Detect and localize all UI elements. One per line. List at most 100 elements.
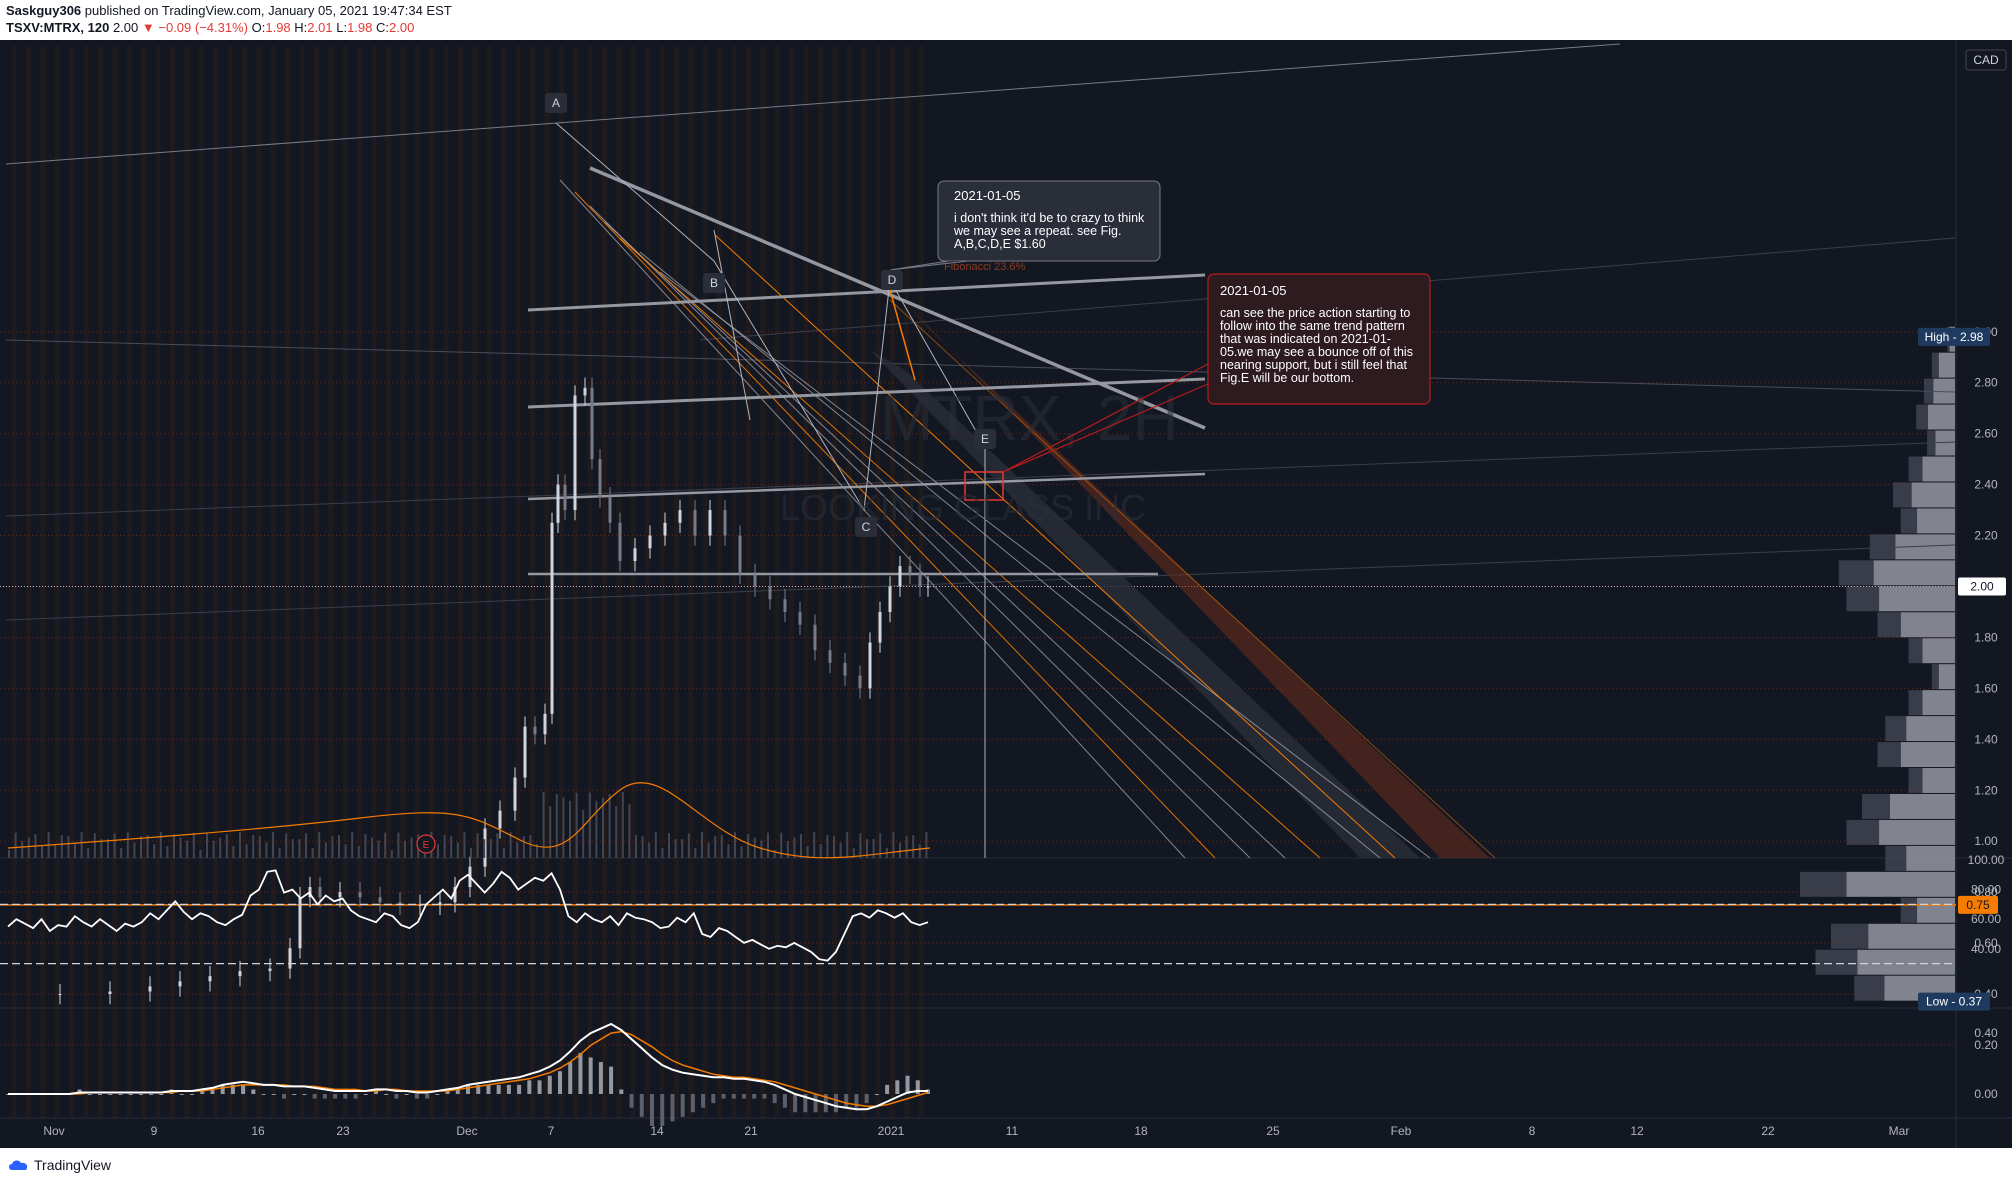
volume-bar <box>404 840 406 858</box>
macd-histogram-bar <box>271 1094 276 1095</box>
candle-body <box>108 991 112 995</box>
macd-histogram-bar <box>455 1089 460 1094</box>
volume-bar <box>918 844 921 858</box>
volume-profile-bar <box>1911 482 1955 508</box>
macd-histogram-bar <box>179 1094 184 1095</box>
volume-bar <box>120 848 123 858</box>
pattern-label-box <box>855 517 877 537</box>
volume-bar <box>536 844 538 858</box>
volume-bar <box>701 832 703 858</box>
volume-bar <box>324 842 327 858</box>
symbol-line: TSXV:MTRX, 120 2.00 ▼ −0.09 (−4.31%) O:1… <box>6 20 414 35</box>
macd-histogram-bar <box>619 1089 624 1094</box>
macd-line <box>8 1022 928 1111</box>
footer-bar: TradingView <box>0 1148 2012 1184</box>
publish-info: published on TradingView.com, January 05… <box>84 3 452 18</box>
candle-body <box>238 971 242 977</box>
price-badge-text: 2.00 <box>1970 580 1994 594</box>
annotation-pointer-2 <box>1002 363 1209 473</box>
volume-bar <box>173 834 175 858</box>
symbol-name[interactable]: TSXV:MTRX, 120 <box>6 20 110 35</box>
price-series: E <box>0 377 1956 1126</box>
candle-body <box>678 510 682 523</box>
pattern-label-box <box>703 273 725 293</box>
candle-body <box>338 892 342 898</box>
volume-profile-bar-outer <box>1838 560 1874 586</box>
macd-histogram-bar <box>915 1080 920 1094</box>
volume-bar <box>549 806 552 858</box>
candle-body <box>868 642 872 689</box>
candle-body <box>926 586 930 588</box>
volume-bar <box>100 839 103 858</box>
low-label: L: <box>336 20 348 35</box>
volume-bar <box>800 834 802 858</box>
annotation-text-1: i don't think it'd be to crazy to think … <box>954 211 1145 251</box>
annotation-note-1[interactable]: 2021-01-05 i don't think it'd be to craz… <box>944 181 1156 259</box>
trendline-faint-4 <box>5 544 1956 621</box>
volume-bar <box>529 835 532 858</box>
price-tick-label: 1.80 <box>1974 630 1998 644</box>
volume-bar <box>239 832 241 858</box>
pitchfork-line <box>589 205 1251 859</box>
price-tick-label: 1.60 <box>1974 681 1998 695</box>
volume-bar <box>681 839 684 858</box>
candle-body <box>498 810 502 829</box>
candle-body <box>148 986 152 992</box>
macd-histogram-bar <box>895 1080 900 1094</box>
candle-body <box>533 726 537 735</box>
volume-bar <box>41 846 43 858</box>
macd-histogram-bar <box>87 1094 92 1095</box>
chart-area[interactable]: Fibonacci 23.6% MTRX, 2H LOOKING GLASS INC… <box>0 40 2012 1148</box>
candle-body <box>828 650 832 663</box>
volume-bar <box>628 804 631 858</box>
macd-histogram-bar <box>782 1094 787 1108</box>
pitchfork-median <box>714 234 1396 859</box>
macd-histogram-bar <box>752 1094 757 1099</box>
macd-histogram-bar <box>353 1094 358 1099</box>
macd-histogram-bar <box>742 1094 746 1099</box>
volume-profile-bar-outer <box>1846 819 1880 845</box>
volume-bar <box>364 834 367 858</box>
currency-label: CAD <box>1973 53 1999 67</box>
annotation-note-2[interactable]: 2021-01-05 can see the price action star… <box>1210 276 1428 402</box>
volume-bar <box>470 848 472 858</box>
author-name[interactable]: Saskguy306 <box>6 3 82 18</box>
macd-histogram-bar <box>639 1094 644 1117</box>
candle-body <box>543 713 547 735</box>
volume-bar <box>648 842 651 858</box>
macd-histogram-bar <box>711 1094 716 1104</box>
volume-bar <box>265 842 268 858</box>
macd-histogram-bar <box>282 1094 286 1099</box>
candle-body <box>550 522 554 714</box>
macd-histogram-bar <box>558 1071 562 1094</box>
volume-profile-bar-outer <box>1877 742 1901 768</box>
pattern-label-box <box>545 93 567 113</box>
macd-histogram-bar <box>108 1094 113 1095</box>
volume-bar <box>720 835 723 858</box>
macd-histogram-bar <box>312 1094 317 1099</box>
time-tick-label: 23 <box>336 1124 350 1138</box>
macd-histogram-bar <box>496 1084 501 1094</box>
volume-bar <box>397 832 400 858</box>
drawing-tools[interactable]: Fibonacci 23.6% MTRX, 2H LOOKING GLASS INC <box>0 43 1956 906</box>
candle-body <box>918 573 922 587</box>
volume-bar <box>496 833 499 858</box>
pattern-label: C <box>862 520 871 534</box>
macd-histogram-bar <box>506 1084 511 1094</box>
volume-bar <box>905 836 908 858</box>
candle-body <box>418 904 422 906</box>
pattern-label-box <box>881 270 903 290</box>
candle-body <box>298 897 302 949</box>
candle-body <box>738 535 742 574</box>
volume-bar <box>153 844 156 858</box>
volume-bar <box>786 840 789 858</box>
close-label: C: <box>376 20 390 35</box>
footer-brand[interactable]: TradingView <box>34 1157 112 1173</box>
macd-histogram-bar <box>220 1084 225 1094</box>
volume-bar <box>859 833 862 858</box>
macd-histogram-bar <box>578 1052 583 1094</box>
price-badge <box>1958 577 2006 596</box>
volume-bar <box>588 792 591 858</box>
target-box <box>964 471 1004 501</box>
time-tick-label: 18 <box>1134 1124 1148 1138</box>
